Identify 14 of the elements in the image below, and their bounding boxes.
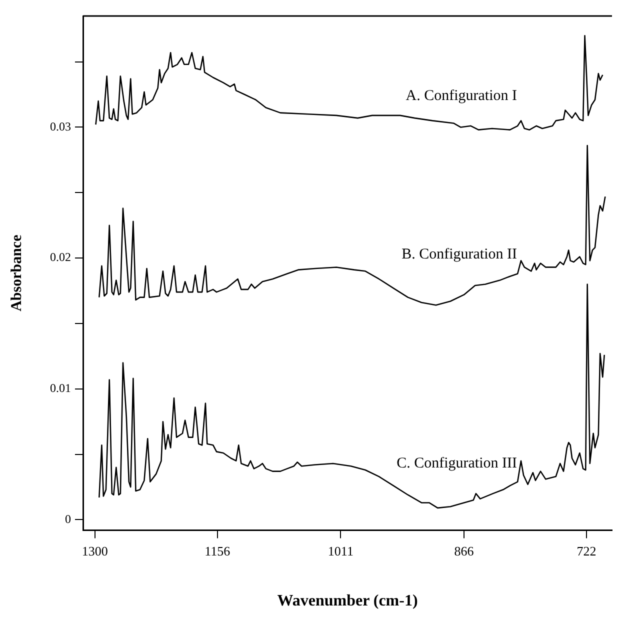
y-tick-label: 0.01 [50,381,71,396]
x-tick-label: 1300 [82,543,108,558]
y-tick-label: 0.03 [50,119,71,134]
x-tick-label: 722 [576,543,596,558]
x-axis-title: Wavenumber (cm-1) [277,592,418,610]
y-axis-title: Absorbance [8,234,25,312]
x-tick-label: 1156 [204,543,231,558]
y-tick-label: 0 [65,512,71,526]
series-label: A. Configuration I [406,88,518,104]
x-tick-label: 1011 [328,543,354,558]
x-tick-label: 866 [454,543,474,558]
series-label: C. Configuration III [396,456,517,472]
series-label: B. Configuration II [402,246,517,262]
y-tick-label: 0.02 [50,250,71,264]
